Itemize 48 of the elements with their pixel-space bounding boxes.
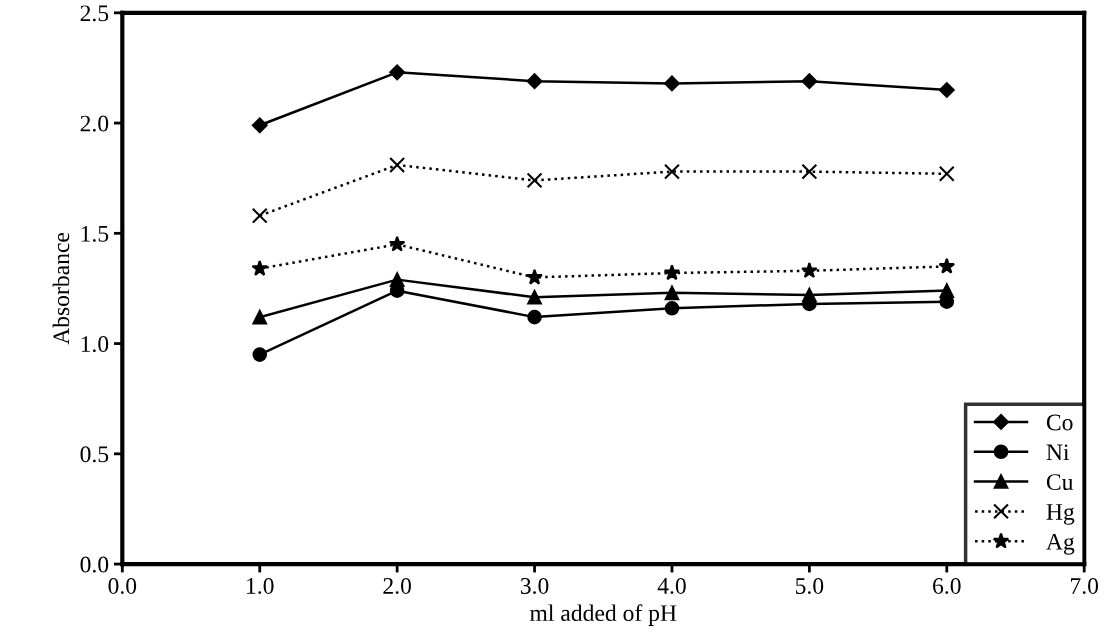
point bbox=[526, 73, 543, 90]
point bbox=[389, 64, 406, 81]
point bbox=[801, 163, 818, 180]
point bbox=[664, 285, 680, 301]
point bbox=[938, 82, 955, 98]
x-tick-label: 0.0 bbox=[108, 577, 137, 594]
y-tick-label: 0.5 bbox=[80, 446, 109, 463]
point bbox=[938, 165, 955, 182]
y-axis-title: Absorbance bbox=[52, 232, 70, 345]
x-tick-label: 5.0 bbox=[795, 577, 824, 594]
point bbox=[252, 347, 268, 362]
y-tick-label: 0.0 bbox=[80, 556, 109, 573]
point bbox=[251, 259, 269, 276]
point bbox=[527, 289, 542, 305]
y-tick-label: 2.5 bbox=[80, 5, 109, 22]
y-tick-label: 2.0 bbox=[80, 115, 109, 132]
point bbox=[251, 117, 268, 134]
point bbox=[527, 309, 542, 325]
x-tick-label: 7.0 bbox=[1071, 577, 1099, 594]
point bbox=[389, 156, 406, 173]
x-tick-label: 6.0 bbox=[933, 577, 961, 594]
y-tick-label: 1.0 bbox=[81, 336, 109, 353]
point bbox=[526, 172, 543, 189]
point bbox=[663, 264, 681, 281]
legend-label: Cu bbox=[1046, 474, 1074, 491]
x-tick-label: 4.0 bbox=[657, 577, 686, 594]
x-tick-label: 1.0 bbox=[247, 577, 274, 594]
legend-label: Ag bbox=[1046, 533, 1075, 555]
legend-label: Co bbox=[1046, 414, 1073, 431]
point bbox=[526, 268, 543, 285]
point bbox=[801, 73, 818, 90]
point bbox=[388, 235, 406, 252]
x-tick-label: 3.0 bbox=[520, 577, 549, 594]
point bbox=[939, 283, 955, 298]
point bbox=[252, 309, 268, 325]
point bbox=[938, 257, 956, 274]
point bbox=[251, 207, 268, 224]
point bbox=[664, 301, 680, 316]
point bbox=[389, 272, 405, 287]
x-axis-title: ml added of pH bbox=[529, 604, 677, 626]
legend-label: Hg bbox=[1046, 504, 1075, 525]
point bbox=[664, 75, 680, 92]
legend-label: Ni bbox=[1046, 444, 1070, 461]
point bbox=[801, 262, 818, 279]
y-tick-label: 1.5 bbox=[81, 225, 109, 242]
point bbox=[663, 163, 680, 180]
x-tick-label: 2.0 bbox=[383, 577, 411, 594]
point bbox=[802, 287, 817, 303]
